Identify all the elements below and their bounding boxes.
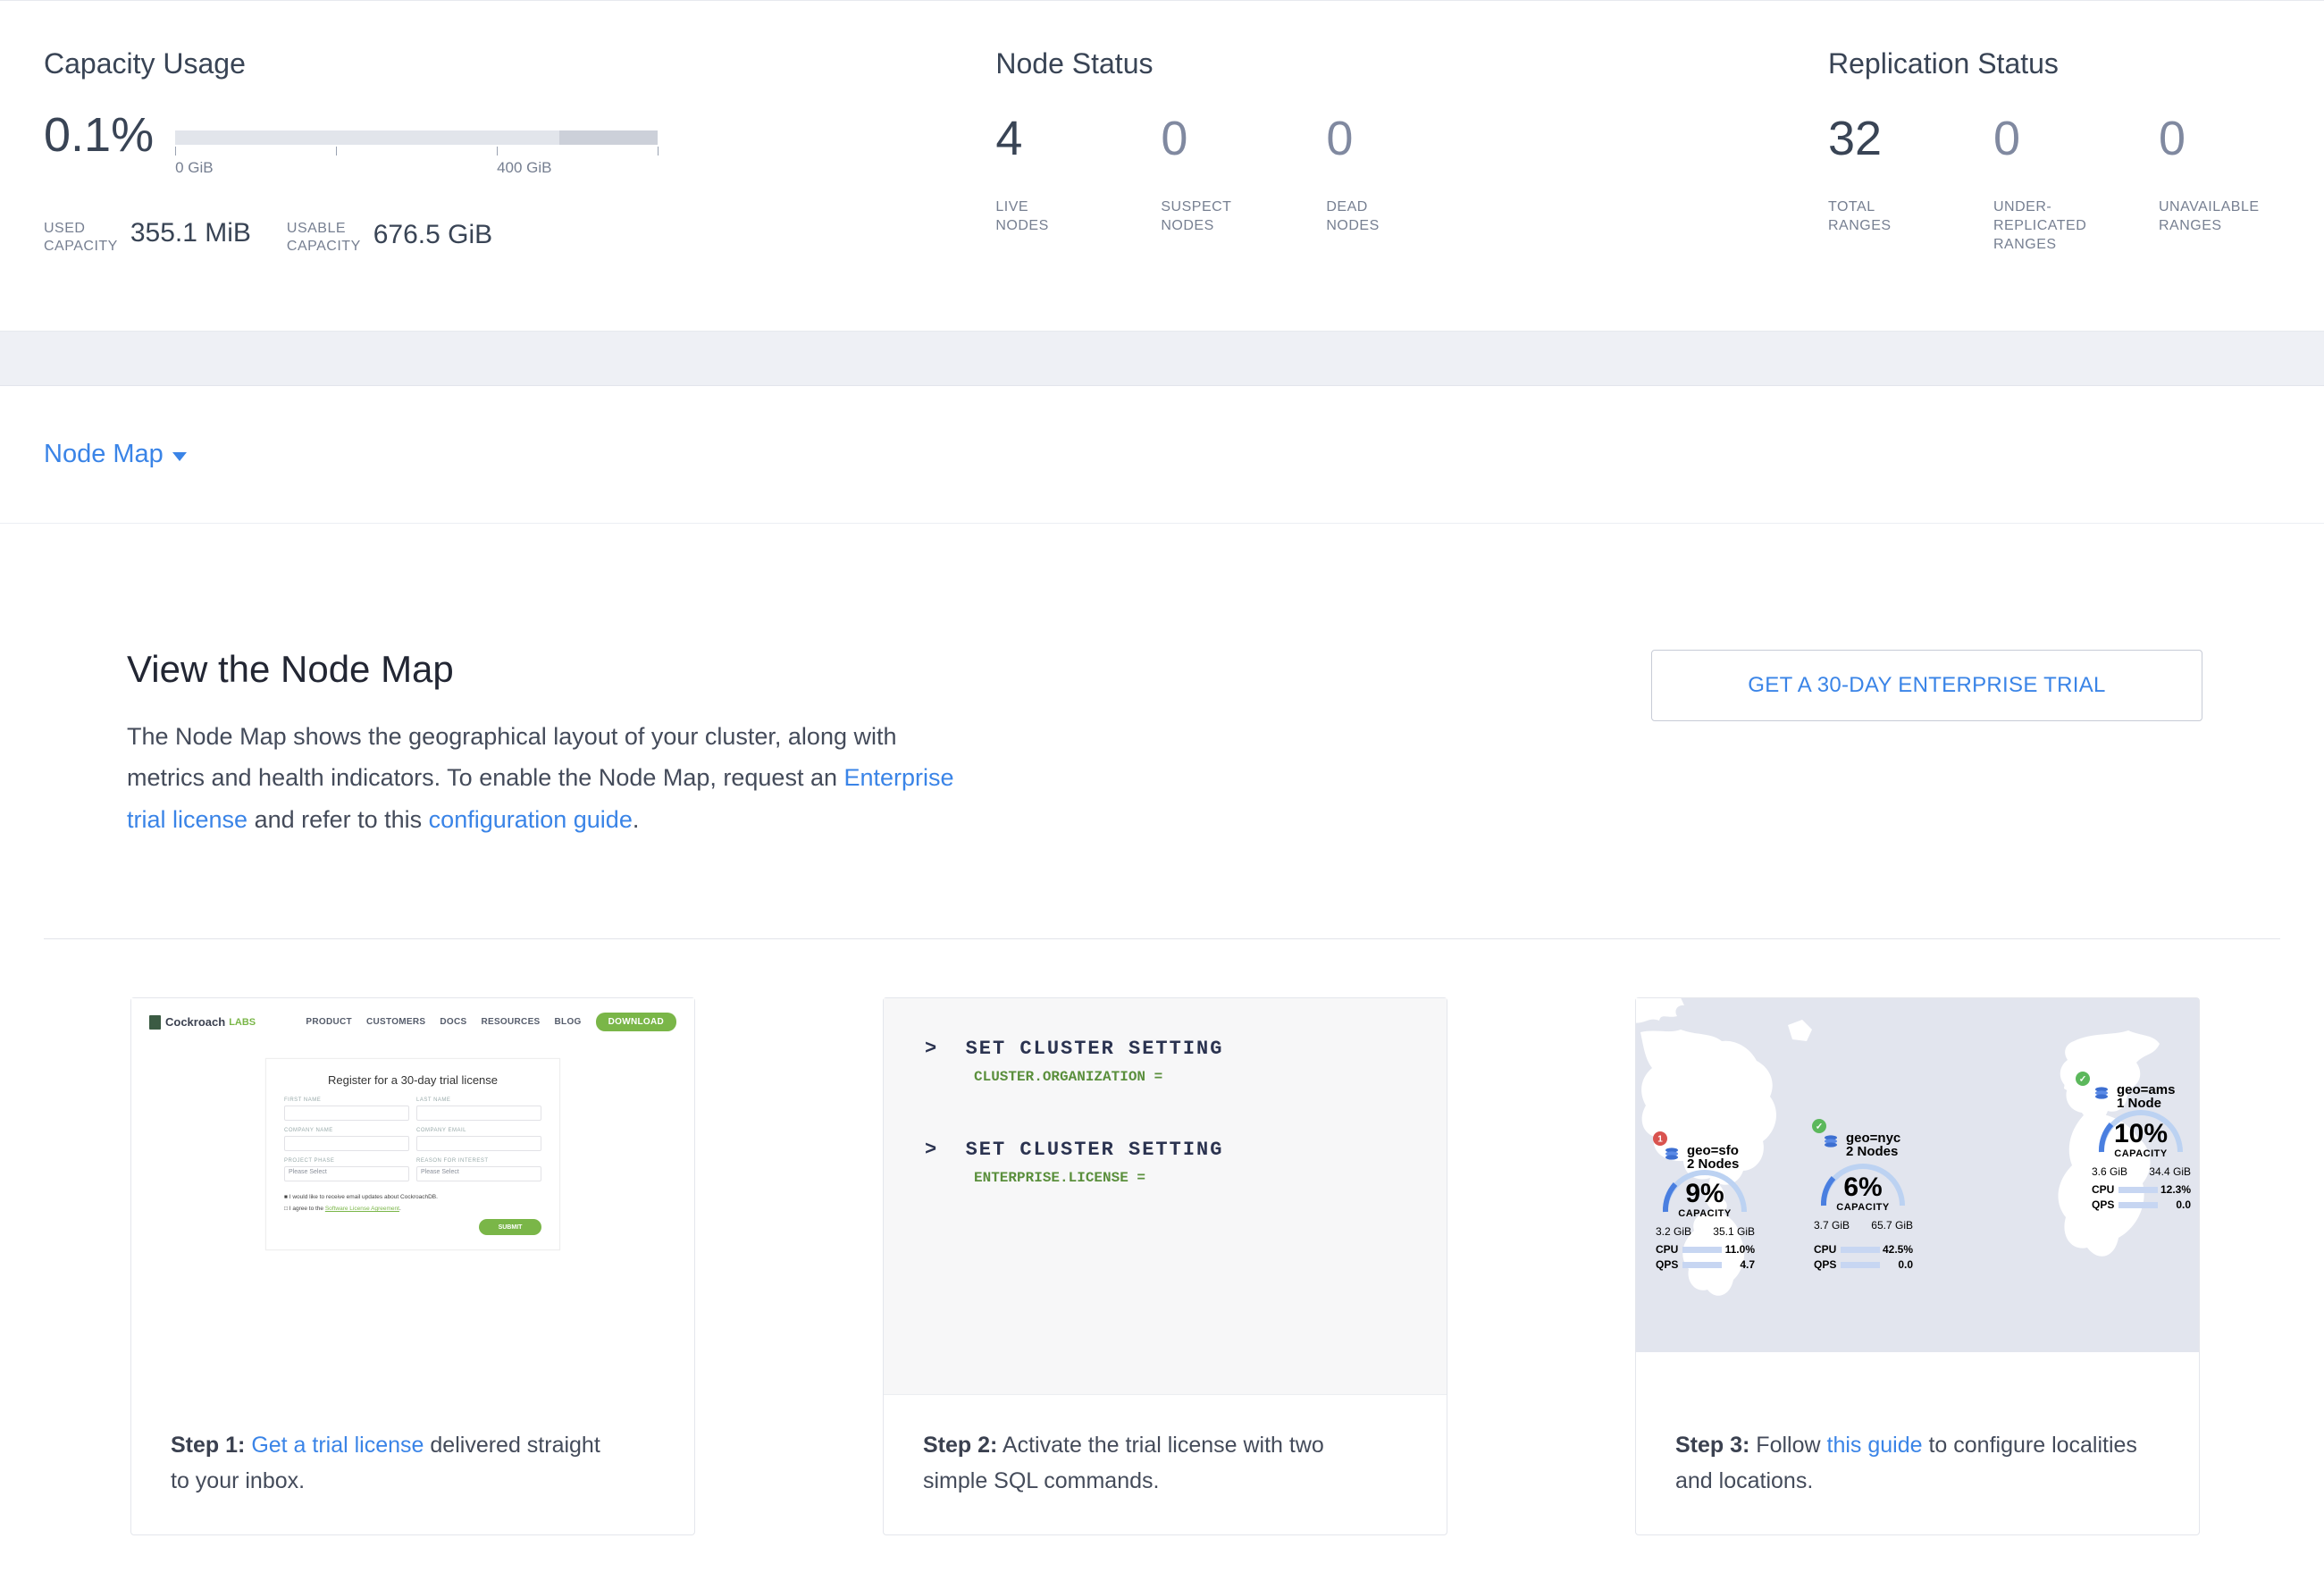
svg-text:42.5%: 42.5% bbox=[1883, 1243, 1913, 1256]
svg-text:0.0: 0.0 bbox=[1898, 1258, 1913, 1271]
svg-text:3.7 GiB: 3.7 GiB bbox=[1814, 1219, 1850, 1232]
svg-text:CPU: CPU bbox=[1656, 1243, 1678, 1256]
svg-text:CPU: CPU bbox=[2092, 1183, 2114, 1196]
svg-text:9%: 9% bbox=[1685, 1179, 1724, 1208]
svg-text:4.7: 4.7 bbox=[1740, 1258, 1755, 1271]
svg-text:CAPACITY: CAPACITY bbox=[2114, 1148, 2168, 1159]
svg-text:CPU: CPU bbox=[1814, 1243, 1836, 1256]
svg-text:QPS: QPS bbox=[2092, 1198, 2114, 1211]
svg-text:0.0: 0.0 bbox=[2176, 1198, 2191, 1211]
svg-text:✓: ✓ bbox=[2079, 1075, 2086, 1085]
svg-text:QPS: QPS bbox=[1656, 1258, 1678, 1271]
svg-text:2 Nodes: 2 Nodes bbox=[1687, 1156, 1739, 1172]
svg-text:35.1 GiB: 35.1 GiB bbox=[1713, 1225, 1755, 1238]
svg-text:CAPACITY: CAPACITY bbox=[1678, 1208, 1732, 1219]
svg-text:65.7 GiB: 65.7 GiB bbox=[1871, 1219, 1913, 1232]
svg-text:1: 1 bbox=[1657, 1135, 1663, 1145]
svg-text:✓: ✓ bbox=[1816, 1122, 1823, 1132]
svg-text:CAPACITY: CAPACITY bbox=[1836, 1202, 1890, 1213]
svg-text:34.4 GiB: 34.4 GiB bbox=[2149, 1165, 2191, 1178]
svg-text:11.0%: 11.0% bbox=[1725, 1243, 1756, 1256]
svg-text:3.2 GiB: 3.2 GiB bbox=[1656, 1225, 1691, 1238]
svg-text:1 Node: 1 Node bbox=[2117, 1096, 2161, 1111]
svg-text:3.6 GiB: 3.6 GiB bbox=[2092, 1165, 2127, 1178]
svg-text:2 Nodes: 2 Nodes bbox=[1846, 1144, 1898, 1159]
svg-text:10%: 10% bbox=[2114, 1119, 2168, 1148]
svg-text:12.3%: 12.3% bbox=[2160, 1183, 2191, 1196]
svg-text:6%: 6% bbox=[1843, 1173, 1882, 1202]
svg-text:QPS: QPS bbox=[1814, 1258, 1836, 1271]
